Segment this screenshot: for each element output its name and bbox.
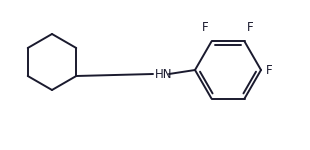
- Text: HN: HN: [155, 68, 172, 81]
- Text: F: F: [247, 21, 254, 34]
- Text: F: F: [202, 21, 209, 34]
- Text: F: F: [266, 63, 272, 76]
